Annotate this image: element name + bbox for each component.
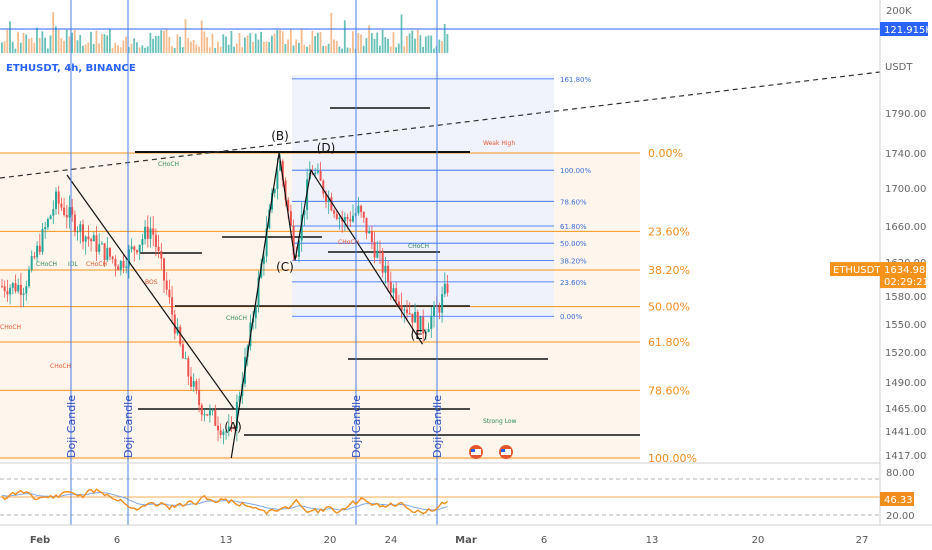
fib-level-label: 78.60% bbox=[648, 384, 690, 397]
structure-marker: CHoCH bbox=[0, 324, 21, 331]
structure-marker: CHoCH bbox=[226, 315, 247, 322]
structure-marker: CHoCH bbox=[158, 161, 179, 168]
trend-line[interactable] bbox=[0, 71, 881, 179]
rsi-line bbox=[1, 488, 448, 516]
price-tick: 1740.00 bbox=[885, 149, 926, 160]
fib-level-label: 0.00% bbox=[648, 147, 683, 160]
current-price-tag bbox=[880, 262, 926, 289]
price-tick: 1580.00 bbox=[885, 292, 926, 303]
structure-marker: CHoCH bbox=[86, 261, 107, 268]
time-tick: 20 bbox=[324, 535, 337, 546]
fib-level-label: 23.60% bbox=[648, 225, 690, 238]
price-tick: 1441.00 bbox=[885, 427, 926, 438]
price-tick: 1660.00 bbox=[885, 222, 926, 233]
time-tick: 24 bbox=[385, 535, 398, 546]
time-tick: 20 bbox=[752, 535, 765, 546]
time-axis[interactable]: Feb 6 13 20 24 Mar 6 13 20 27 bbox=[30, 535, 869, 546]
fib-retracement-secondary[interactable]: 161.80% 100.00% 78.60% 61.80% 50.00% 38.20% 23… bbox=[292, 76, 591, 321]
structure-markers: CHoCH Weak High Strong Low CHoCH CHoCH IDL CHo… bbox=[0, 140, 517, 425]
time-tick: 6 bbox=[114, 535, 120, 546]
fib-level-label: 38.20% bbox=[648, 264, 690, 277]
drawings[interactable] bbox=[0, 71, 881, 436]
current-price: 1634.98 bbox=[884, 265, 925, 276]
structure-marker: BOS bbox=[145, 279, 158, 286]
countdown: 02:29:21 bbox=[884, 277, 929, 288]
price-axis[interactable]: 1790.001740.001700.001660.001620.001580.… bbox=[830, 6, 932, 522]
volume-tick: 200K bbox=[886, 6, 912, 17]
structure-marker: Weak High bbox=[483, 140, 515, 147]
fib-small-label: 0.00% bbox=[560, 313, 583, 321]
rsi-value: 46.33 bbox=[884, 495, 913, 506]
volume-value-tag bbox=[880, 22, 928, 36]
fib-zone-small bbox=[292, 75, 554, 319]
price-tick: 1520.00 bbox=[885, 348, 926, 359]
price-tick: 1700.00 bbox=[885, 184, 926, 195]
pattern-point-label: (E) bbox=[411, 328, 428, 342]
fib-level-label: 100.00% bbox=[648, 452, 697, 465]
currency-label: USDT bbox=[885, 62, 913, 73]
pattern-point-label: (C) bbox=[276, 260, 294, 274]
symbol-tag bbox=[830, 262, 880, 277]
fib-small-label: 161.80% bbox=[560, 76, 591, 84]
rsi-tick: 20.00 bbox=[886, 511, 915, 522]
rsi-value-tag bbox=[880, 492, 914, 506]
structure-marker: CHoCH bbox=[50, 363, 71, 370]
structure-marker: IDL bbox=[68, 261, 78, 268]
fib-small-label: 100.00% bbox=[560, 167, 591, 175]
time-tick: 13 bbox=[220, 535, 233, 546]
fib-level-label: 61.80% bbox=[648, 336, 690, 349]
time-tick: Mar bbox=[455, 535, 477, 546]
doji-label: Doji Candle bbox=[122, 395, 135, 458]
fib-level-label: 50.00% bbox=[648, 301, 690, 314]
volume-pane bbox=[0, 12, 880, 54]
pattern-lines[interactable]: (A) (B) (C) (D) (E) bbox=[66, 129, 428, 459]
fib-small-label: 38.20% bbox=[560, 257, 587, 265]
doji-lines[interactable]: Doji Candle Doji Candle Doji Candle Doji Ca… bbox=[65, 0, 444, 525]
flag-icon[interactable] bbox=[499, 445, 513, 459]
price-tick: 1490.00 bbox=[885, 378, 926, 389]
time-tick: 27 bbox=[856, 535, 869, 546]
rsi-tick: 80.00 bbox=[886, 468, 915, 479]
price-tick: 1465.00 bbox=[885, 404, 926, 415]
pattern-point-label: (D) bbox=[317, 141, 336, 155]
structure-marker: Strong Low bbox=[483, 418, 517, 425]
time-tick: Feb bbox=[30, 535, 50, 546]
structure-marker: CHoCH bbox=[338, 239, 359, 246]
price-tick: 1417.00 bbox=[885, 451, 926, 462]
structure-marker: CHoCH bbox=[36, 261, 57, 268]
flag-icon[interactable] bbox=[469, 445, 483, 459]
doji-label: Doji Candle bbox=[65, 395, 78, 458]
volume-value: 121.915K bbox=[884, 25, 932, 36]
time-tick: 6 bbox=[541, 535, 547, 546]
abcde-pattern[interactable] bbox=[230, 152, 424, 459]
symbol-tag-text: ETHUSDT bbox=[833, 265, 881, 276]
fib-small-label: 78.60% bbox=[560, 198, 587, 206]
rsi-pane bbox=[0, 478, 880, 516]
fib-small-label: 50.00% bbox=[560, 240, 587, 248]
doji-label: Doji Candle bbox=[350, 395, 363, 458]
structure-marker: CHoCH bbox=[408, 243, 429, 250]
fib-small-label: 61.80% bbox=[560, 223, 587, 231]
price-tick: 1550.00 bbox=[885, 320, 926, 331]
symbol-title[interactable]: ETHUSDT, 4h, BINANCE bbox=[6, 63, 136, 74]
fib-small-label: 23.60% bbox=[560, 279, 587, 287]
time-tick: 13 bbox=[646, 535, 659, 546]
price-tick: 1790.00 bbox=[885, 109, 926, 120]
doji-label: Doji Candle bbox=[431, 395, 444, 458]
pattern-point-label: (A) bbox=[224, 420, 242, 434]
pattern-point-label: (B) bbox=[271, 129, 289, 143]
